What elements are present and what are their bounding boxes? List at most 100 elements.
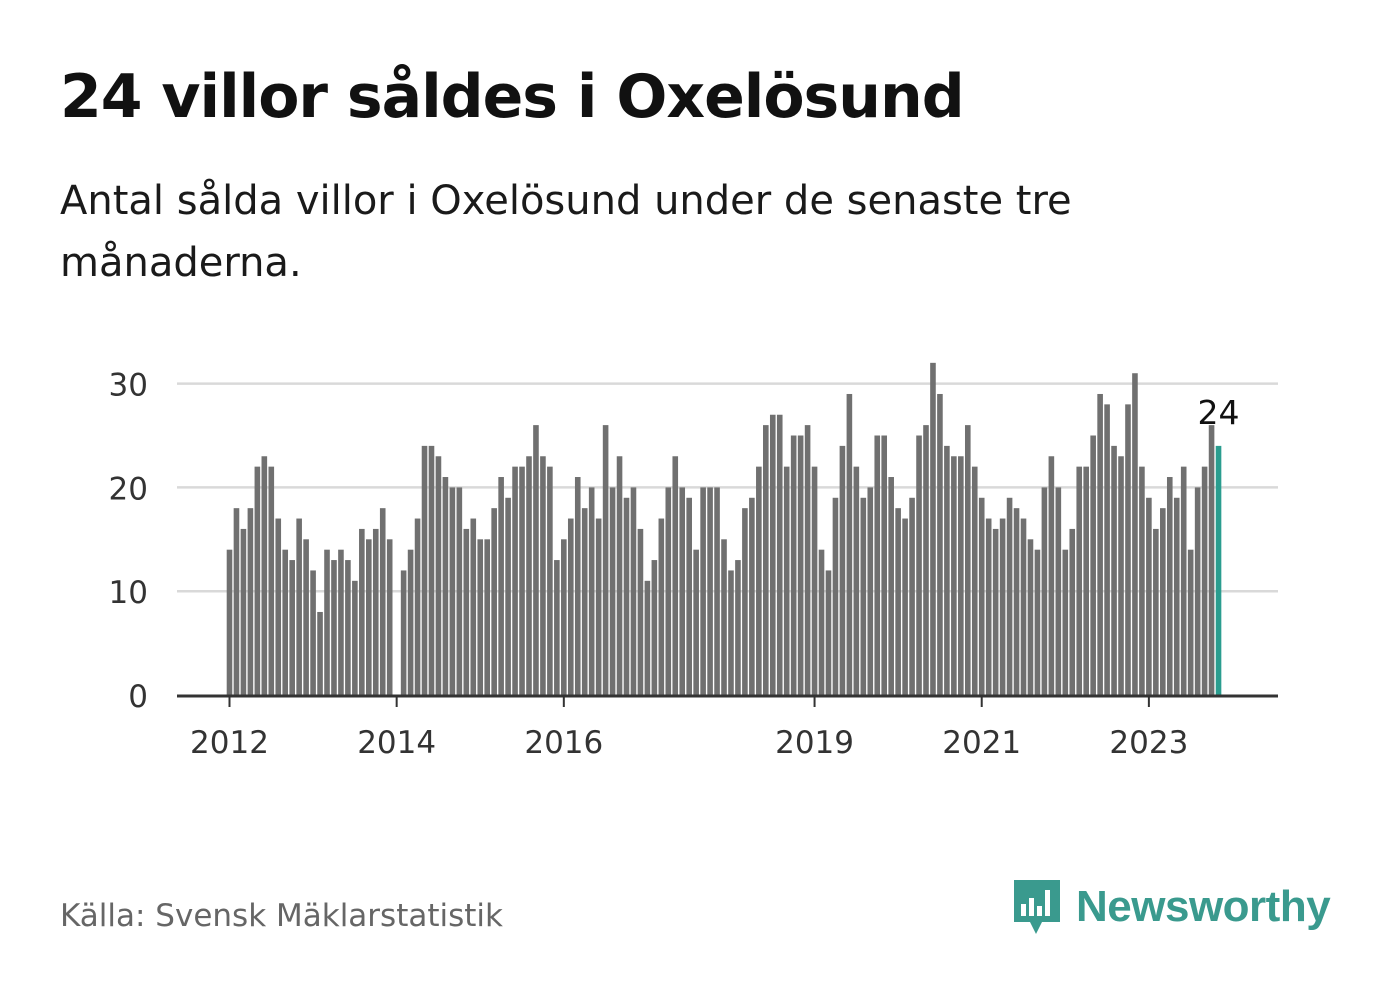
bar (456, 487, 463, 695)
source-note: Källa: Svensk Mäklarstatistik (60, 898, 503, 934)
bar (289, 560, 295, 695)
bar (609, 487, 616, 695)
bar (595, 518, 602, 695)
bar (860, 497, 867, 695)
bar (672, 456, 679, 695)
bar (247, 508, 254, 695)
bar (992, 528, 999, 695)
bar (853, 466, 860, 695)
bar (839, 445, 846, 695)
bar (895, 508, 901, 695)
bar (1027, 539, 1034, 695)
bar (1160, 508, 1166, 695)
y-tick-label: 20 (109, 471, 148, 507)
x-tick-label: 2012 (190, 725, 269, 761)
bar (421, 445, 428, 695)
bar (985, 518, 992, 695)
last-value-label: 24 (1198, 393, 1240, 432)
bar (547, 466, 553, 695)
bar (574, 477, 581, 695)
bar (324, 549, 330, 695)
bar (1111, 445, 1117, 695)
bar (818, 549, 825, 695)
bar (498, 477, 504, 695)
bar (790, 435, 797, 695)
bar (651, 560, 658, 695)
bar (937, 393, 943, 695)
bar (1013, 508, 1020, 695)
brand-logo: Newsworthy (1010, 876, 1331, 938)
bar (484, 539, 491, 695)
bar (735, 560, 741, 695)
bar (282, 549, 289, 695)
bar (916, 435, 922, 695)
bar (1201, 466, 1208, 695)
x-tick-label: 2023 (1109, 725, 1188, 761)
bar (449, 487, 456, 695)
x-tick-label: 2016 (524, 725, 603, 761)
bar (999, 518, 1006, 695)
bar (686, 497, 692, 695)
bar (1083, 466, 1089, 695)
bar (658, 518, 665, 695)
bar (1062, 549, 1069, 695)
bar (749, 497, 755, 695)
brand-name: Newsworthy (1076, 882, 1331, 931)
bar (721, 539, 727, 695)
bar (783, 466, 790, 695)
bar (874, 435, 881, 695)
bar (1153, 528, 1159, 695)
bar (776, 414, 783, 695)
x-tick-label: 2021 (942, 725, 1021, 761)
bar (825, 570, 832, 695)
bar (665, 487, 672, 695)
bar (1076, 466, 1083, 695)
bar (505, 497, 511, 695)
bar (930, 362, 936, 695)
bar (379, 508, 386, 695)
bar (581, 508, 588, 695)
bar (372, 528, 379, 695)
chart-title: 24 villor såldes i Oxelösund (60, 62, 965, 132)
bar (1194, 487, 1201, 695)
x-tick-label: 2019 (775, 725, 854, 761)
bar (338, 549, 344, 695)
bar (811, 466, 818, 695)
bar (909, 497, 915, 695)
bar (526, 456, 532, 695)
bar (275, 518, 282, 695)
bar (345, 560, 351, 695)
bar (1097, 393, 1103, 695)
bar (742, 508, 748, 695)
bar (1166, 477, 1173, 695)
bar (491, 508, 497, 695)
bar (1208, 425, 1215, 695)
bar (1173, 497, 1180, 695)
bar (226, 549, 233, 695)
highlighted-bar (1215, 445, 1222, 695)
bar (769, 414, 776, 695)
bar (268, 466, 275, 695)
bar (414, 518, 421, 695)
bar (352, 580, 358, 695)
bar (533, 425, 539, 695)
bar (512, 466, 518, 695)
bar (693, 549, 699, 695)
bar (630, 487, 637, 695)
bar (1034, 549, 1041, 695)
bar (616, 456, 623, 695)
bar (296, 518, 302, 695)
bar (519, 466, 525, 695)
bar (588, 487, 595, 695)
bar (832, 497, 839, 695)
bar (1132, 373, 1138, 695)
bar (1187, 549, 1194, 695)
bar (714, 487, 720, 695)
bar (359, 528, 365, 695)
bar (331, 560, 337, 695)
bar (951, 456, 957, 695)
bar (1055, 487, 1062, 695)
bar (567, 518, 574, 695)
bar (846, 393, 853, 695)
bar (1104, 404, 1110, 695)
